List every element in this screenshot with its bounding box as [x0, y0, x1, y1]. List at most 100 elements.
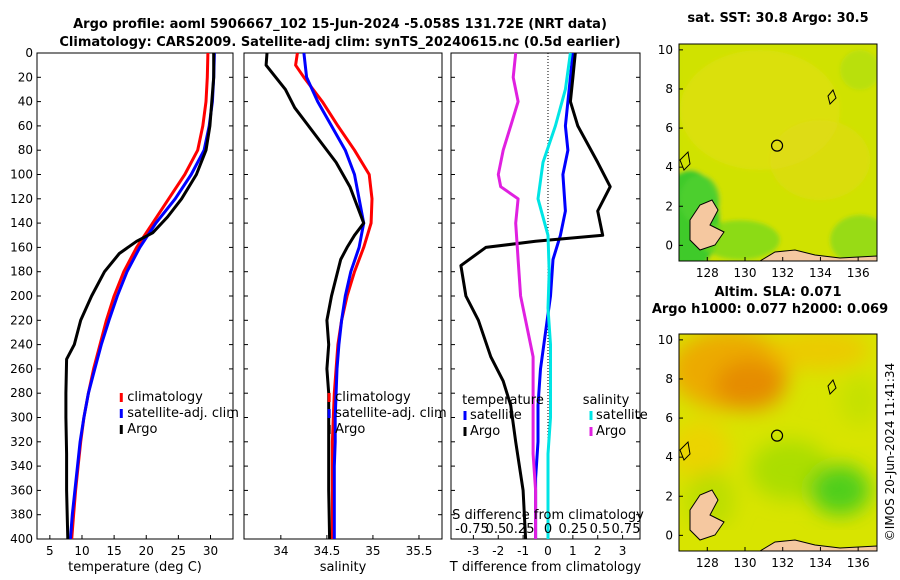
difference-xtick-label: -3 [467, 544, 479, 558]
map-ytick-label: 0 [665, 528, 673, 542]
title-line-1: Argo profile: aoml 5906667_102 15-Jun-20… [73, 17, 607, 32]
map-ytick-label: 8 [665, 82, 673, 96]
sla-island [827, 379, 837, 395]
depth-tick-label: 140 [10, 216, 33, 230]
sla-land-west [689, 489, 725, 541]
sst-map-frame [678, 43, 878, 262]
temperature-xlabel: temperature (deg C) [68, 560, 202, 575]
difference-series-salinity-satellite [536, 52, 572, 539]
salinity-xtick-label: 34 [273, 544, 288, 558]
sla-map-frame [678, 333, 878, 552]
difference-panel: -3 -2 -1 0 1 2 3 T difference from climatology t… [449, 52, 648, 575]
temperature-xtick-label: 15 [106, 544, 121, 558]
temperature-xtick-label: 10 [74, 544, 89, 558]
depth-tick-label: 80 [18, 143, 33, 157]
map-ytick-label: 8 [665, 372, 673, 386]
salinity-axes-frame [243, 52, 443, 540]
salinity-legend-label: climatology [335, 390, 411, 405]
depth-tick-label: 0 [25, 46, 33, 60]
s-difference-tick: 0.75 [612, 522, 641, 537]
map-ytick-label: 4 [665, 450, 673, 464]
sla-land-south [759, 539, 877, 551]
map-xtick-label: 132 [771, 556, 794, 570]
map-xtick-label: 130 [734, 556, 757, 570]
map-xtick-label: 128 [696, 266, 719, 280]
depth-tick-label: 60 [18, 119, 33, 133]
sst-land-west [689, 199, 725, 251]
map-ytick-label: 4 [665, 160, 673, 174]
legend-salinity-title: salinity [583, 393, 630, 408]
salinity-series-satellite-adj-clim [302, 52, 366, 539]
map-xtick-label: 130 [734, 266, 757, 280]
difference-axes-frame [450, 52, 641, 540]
s-difference-label: S difference from climatology [452, 508, 644, 523]
map-xtick-label: 134 [809, 266, 832, 280]
depth-tick-label: 200 [10, 289, 33, 303]
difference-series-salinity-argo [496, 52, 538, 539]
map-ytick-label: 10 [658, 333, 673, 347]
temperature-legend-label: satellite-adj. clim [127, 406, 239, 421]
s-difference-tick: 0 [544, 522, 552, 537]
sla-map-ticks: 128 130 132 134 136 0 2 4 6 8 10 [658, 333, 870, 570]
depth-tick-label: 120 [10, 192, 33, 206]
sla-map-title-2: Argo h1000: 0.077 h2000: 0.069 [652, 302, 888, 317]
sst-island [827, 89, 837, 105]
depth-tick-label: 20 [18, 70, 33, 84]
sla-argo-marker [770, 429, 784, 442]
salinity-xtick-label: 35 [365, 544, 380, 558]
sla-map-title-1: Altim. SLA: 0.071 [715, 285, 842, 300]
s-difference-tick: 0.5 [590, 522, 611, 537]
difference-series-temperature-satellite [534, 52, 575, 539]
difference-series-temperature-argo [459, 52, 612, 540]
salinity-xtick-label: 34.5 [314, 544, 341, 558]
map-ytick-label: 0 [665, 238, 673, 252]
depth-tick-label: 40 [18, 95, 33, 109]
depth-tick-label: 400 [10, 532, 33, 546]
salinity-legend-label: satellite-adj. clim [335, 406, 447, 421]
depth-tick-label: 240 [10, 338, 33, 352]
difference-xtick-label: 3 [619, 544, 627, 558]
map-xtick-label: 132 [771, 266, 794, 280]
temperature-xtick-label: 20 [139, 544, 154, 558]
map-xtick-label: 136 [847, 266, 870, 280]
difference-xtick-label: -1 [517, 544, 529, 558]
depth-tick-label: 100 [10, 168, 33, 182]
map-xtick-label: 134 [809, 556, 832, 570]
temperature-legend-label: satellite [470, 408, 522, 423]
depth-tick-label: 300 [10, 411, 33, 425]
depth-tick-label: 380 [10, 508, 33, 522]
map-xtick-label: 128 [696, 556, 719, 570]
temperature-xtick-label: 30 [203, 544, 218, 558]
s-difference-tick: 0.25 [506, 522, 535, 537]
salinity-legend-label: Argo [335, 422, 365, 437]
map-ytick-label: 6 [665, 411, 673, 425]
sst-argo-marker [770, 139, 784, 152]
depth-tick-label: 280 [10, 386, 33, 400]
temperature-xtick-label: 25 [171, 544, 186, 558]
salinity-legend-label: Argo [596, 424, 626, 439]
legend-temperature-title: temperature [462, 393, 544, 408]
depth-tick-label: 260 [10, 362, 33, 376]
salinity-xtick-label: 35.5 [406, 544, 433, 558]
difference-xtick-label: 0 [544, 544, 552, 558]
difference-xlabel: T difference from climatology [449, 560, 642, 575]
depth-tick-label: 320 [10, 435, 33, 449]
depth-tick-label: 340 [10, 459, 33, 473]
difference-xtick-label: 2 [594, 544, 602, 558]
s-difference-tick: -0.75 [455, 522, 489, 537]
temperature-xtick-label: 5 [46, 544, 54, 558]
s-difference-tick: 0.5 [486, 522, 507, 537]
sst-map-title: sat. SST: 30.8 Argo: 30.5 [687, 11, 868, 26]
map-xtick-label: 136 [847, 556, 870, 570]
s-difference-tick: 0.25 [559, 522, 588, 537]
map-ytick-label: 6 [665, 121, 673, 135]
depth-tick-label: 180 [10, 265, 33, 279]
map-ytick-label: 2 [665, 199, 673, 213]
difference-xtick-label: -2 [492, 544, 504, 558]
depth-tick-label: 360 [10, 483, 33, 497]
watermark: ©IMOS 20-Jun-2024 11:41:34 [883, 363, 897, 541]
sst-map: 128 130 132 134 136 0 2 4 6 8 10 [658, 43, 878, 280]
salinity-panel: 34 34.5 35 35.5 salinity climatologysatellite… [243, 52, 447, 575]
temperature-panel: 0 20 40 60 80 100 120 140 160 180 200 220 240 260 280 3… [10, 46, 239, 575]
